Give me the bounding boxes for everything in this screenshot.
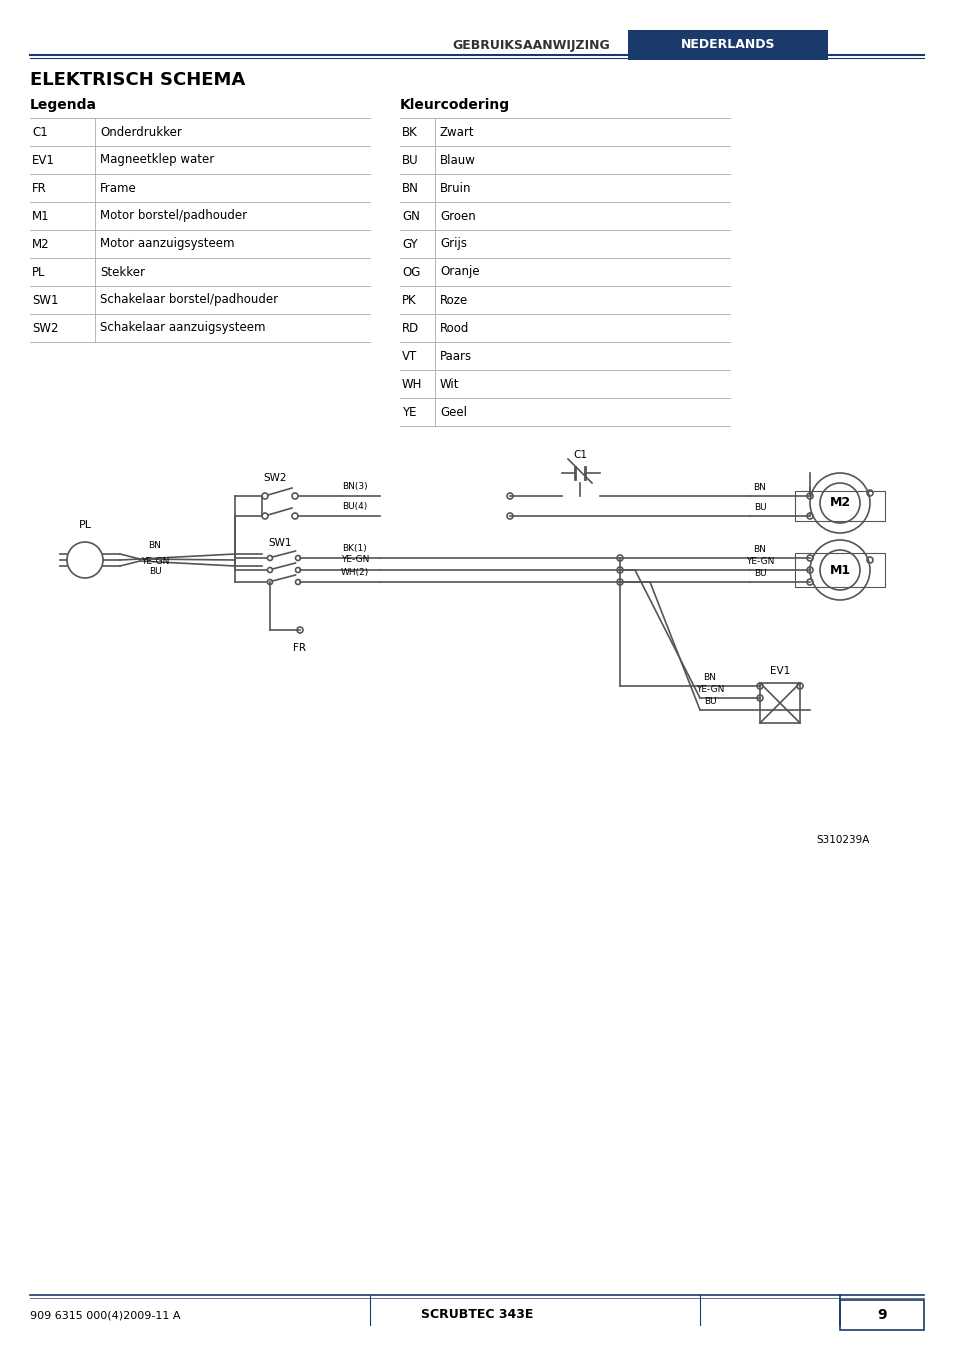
Text: BU: BU	[753, 570, 765, 579]
Text: S310239A: S310239A	[816, 836, 869, 845]
Text: BN: BN	[753, 483, 765, 493]
Text: OG: OG	[401, 266, 420, 278]
Text: Paars: Paars	[439, 350, 472, 363]
Text: GN: GN	[401, 209, 419, 223]
Text: Grijs: Grijs	[439, 238, 467, 251]
Bar	[627, 30, 827, 59]
Text: YE-GN: YE-GN	[745, 558, 774, 567]
Text: Roze: Roze	[439, 293, 468, 306]
Text: C1: C1	[573, 450, 586, 460]
Text: M1: M1	[32, 209, 50, 223]
Text: YE-GN: YE-GN	[340, 555, 369, 564]
Text: NEDERLANDS: NEDERLANDS	[680, 39, 775, 51]
Text: GY: GY	[401, 238, 417, 251]
Text: GEBRUIKSAANWIJZING: GEBRUIKSAANWIJZING	[452, 39, 609, 51]
Text: Motor borstel/padhouder: Motor borstel/padhouder	[100, 209, 247, 223]
Text: Motor aanzuigsysteem: Motor aanzuigsysteem	[100, 238, 234, 251]
Text: BU: BU	[149, 567, 161, 576]
Text: PK: PK	[401, 293, 416, 306]
Text: PL: PL	[78, 520, 91, 531]
Text: BU(4): BU(4)	[342, 501, 367, 510]
Text: BU: BU	[753, 504, 765, 513]
Text: M2: M2	[828, 497, 850, 509]
Text: SW1: SW1	[32, 293, 58, 306]
Text: Magneetklep water: Magneetklep water	[100, 154, 214, 166]
Text: Wit: Wit	[439, 378, 459, 390]
Text: YE-GN: YE-GN	[141, 556, 169, 566]
Text: Oranje: Oranje	[439, 266, 479, 278]
Text: VT: VT	[401, 350, 416, 363]
Text: Schakelaar aanzuigsysteem: Schakelaar aanzuigsysteem	[100, 321, 265, 335]
Text: RD: RD	[401, 321, 418, 335]
Bar	[760, 683, 800, 724]
Text: SCRUBTEC 343E: SCRUBTEC 343E	[420, 1308, 533, 1322]
Text: BN: BN	[753, 545, 765, 555]
Text: EV1: EV1	[32, 154, 55, 166]
Text: BN: BN	[702, 674, 716, 683]
Text: M1: M1	[828, 563, 850, 576]
Text: BU: BU	[401, 154, 418, 166]
Text: WH(2): WH(2)	[340, 567, 369, 576]
Text: FR: FR	[32, 181, 47, 194]
Text: Kleurcodering: Kleurcodering	[399, 99, 510, 112]
Text: 909 6315 000(4)2009-11 A: 909 6315 000(4)2009-11 A	[30, 1310, 180, 1320]
Text: Zwart: Zwart	[439, 126, 475, 139]
Text: Groen: Groen	[439, 209, 476, 223]
Text: BU: BU	[703, 698, 716, 706]
Text: BN: BN	[149, 540, 161, 549]
Text: Stekker: Stekker	[100, 266, 145, 278]
Text: EV1: EV1	[769, 666, 789, 676]
Text: Blauw: Blauw	[439, 154, 476, 166]
Text: ELEKTRISCH SCHEMA: ELEKTRISCH SCHEMA	[30, 72, 245, 89]
Text: FR: FR	[294, 643, 306, 653]
Text: Geel: Geel	[439, 405, 467, 418]
Text: Schakelaar borstel/padhouder: Schakelaar borstel/padhouder	[100, 293, 278, 306]
Text: SW2: SW2	[32, 321, 58, 335]
Text: YE-GN: YE-GN	[695, 686, 723, 694]
Text: Legenda: Legenda	[30, 99, 97, 112]
Bar	[840, 1300, 923, 1330]
Text: SW1: SW1	[268, 539, 292, 548]
Text: M2: M2	[32, 238, 50, 251]
Bar	[794, 491, 884, 521]
Text: Onderdrukker: Onderdrukker	[100, 126, 182, 139]
Text: PL: PL	[32, 266, 46, 278]
Text: C1: C1	[32, 126, 48, 139]
Text: YE: YE	[401, 405, 416, 418]
Text: Bruin: Bruin	[439, 181, 471, 194]
Text: BK: BK	[401, 126, 417, 139]
Text: Frame: Frame	[100, 181, 136, 194]
Text: Rood: Rood	[439, 321, 469, 335]
Bar	[794, 554, 884, 587]
Text: BN(3): BN(3)	[342, 482, 368, 490]
Text: BK(1): BK(1)	[342, 544, 367, 552]
Text: BN: BN	[401, 181, 418, 194]
Text: 9: 9	[876, 1308, 886, 1322]
Text: SW2: SW2	[263, 472, 287, 483]
Text: WH: WH	[401, 378, 422, 390]
